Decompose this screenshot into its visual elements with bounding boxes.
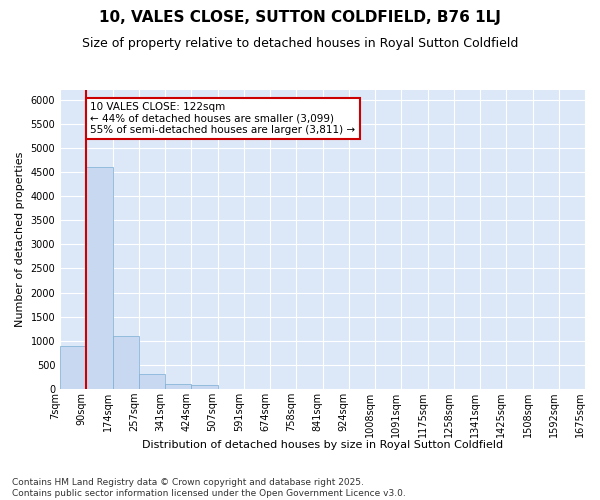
Bar: [60, 346, 86, 389]
Bar: [165, 384, 191, 389]
X-axis label: Distribution of detached houses by size in Royal Sutton Coldfield: Distribution of detached houses by size …: [142, 440, 503, 450]
Bar: [139, 374, 165, 389]
Text: 10 VALES CLOSE: 122sqm
← 44% of detached houses are smaller (3,099)
55% of semi-: 10 VALES CLOSE: 122sqm ← 44% of detached…: [91, 102, 355, 136]
Text: Contains HM Land Registry data © Crown copyright and database right 2025.
Contai: Contains HM Land Registry data © Crown c…: [12, 478, 406, 498]
Bar: [191, 386, 218, 389]
Text: 10, VALES CLOSE, SUTTON COLDFIELD, B76 1LJ: 10, VALES CLOSE, SUTTON COLDFIELD, B76 1…: [99, 10, 501, 25]
Y-axis label: Number of detached properties: Number of detached properties: [15, 152, 25, 327]
Bar: [86, 167, 113, 389]
Text: Size of property relative to detached houses in Royal Sutton Coldfield: Size of property relative to detached ho…: [82, 38, 518, 51]
Bar: [113, 336, 139, 389]
